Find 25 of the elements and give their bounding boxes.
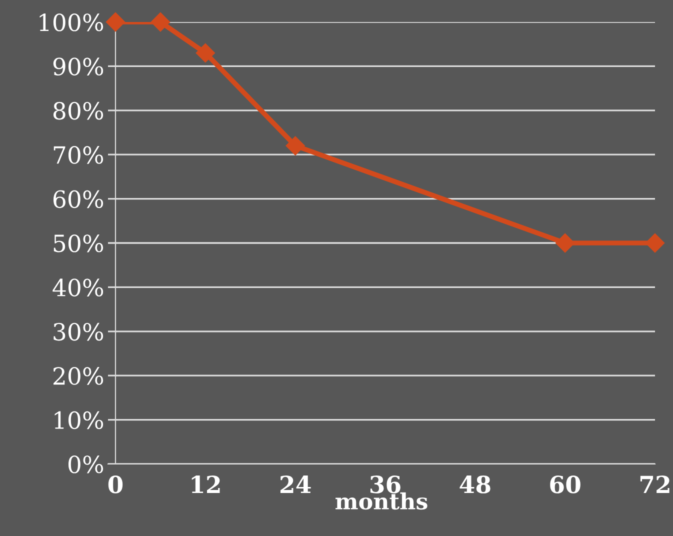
point	[556, 233, 575, 253]
y-tick-label: 30%	[54, 322, 104, 341]
x-tick-label: 72	[640, 476, 670, 494]
point	[645, 233, 665, 253]
x-tick-label: 0	[108, 476, 123, 494]
y-tick-label: 100%	[40, 13, 104, 32]
y-tick-label: 0%	[68, 455, 104, 474]
y-tick-label: 70%	[54, 146, 104, 164]
x-tick-label: 60	[550, 476, 580, 494]
point	[286, 136, 305, 156]
y-tick-label: 20%	[54, 367, 104, 385]
y-tick-label: 10%	[54, 411, 104, 430]
y-tick-label: 90%	[53, 58, 104, 76]
y-tick-label: 50%	[54, 234, 104, 252]
point	[106, 12, 126, 32]
y-tick-label: 40%	[52, 278, 104, 297]
x-tick-label: 36	[370, 476, 400, 494]
point	[196, 43, 215, 62]
x-tick-label: 48	[460, 476, 490, 494]
y-tick-label: 80%	[53, 102, 104, 120]
x-tick-label: 12	[192, 476, 220, 494]
x-axis-title: months	[336, 492, 428, 510]
y-tick-label: 60%	[53, 190, 104, 208]
point	[150, 12, 170, 32]
x-tick-label: 24	[280, 476, 311, 494]
